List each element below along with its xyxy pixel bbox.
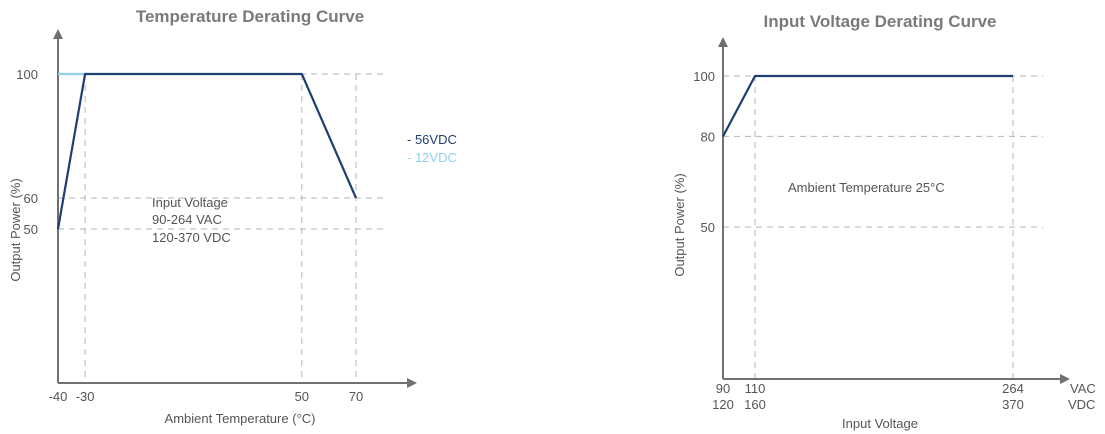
chart2-y-tick-80: 80 [701,129,715,144]
chart2-x-tick-vac-90: 90 [716,381,730,396]
temperature-derating-chart: Temperature Derating Curve -40 -30 50 70 50 6… [8,7,457,426]
chart1-x-tick--40: -40 [49,389,68,404]
chart2-x-tick-vdc-370: 370 [1002,397,1024,412]
chart2-x-axis-label: Input Voltage [842,416,918,431]
chart1-grid [58,73,388,383]
chart1-series-56vdc [56,72,358,230]
chart1-axes [53,29,417,388]
chart1-title: Temperature Derating Curve [136,7,364,26]
chart1-x-axis-label: Ambient Temperature (°C) [165,411,316,426]
chart2-x-unit-vac: VAC [1070,381,1096,396]
chart2-x-tick-vac-110: 110 [745,381,766,396]
chart2-y-axis-label: Output Power (%) [672,173,687,276]
chart2-x-tick-vac-264: 264 [1002,381,1024,396]
chart2-annotation: Ambient Temperature 25°C [788,180,945,195]
chart1-x-tick-50: 50 [295,389,309,404]
chart1-series [56,72,358,230]
chart2-grid [723,75,1043,379]
chart2-y-tick-50: 50 [701,220,715,235]
chart1-x-tick-70: 70 [349,389,363,404]
chart2-y-tick-100: 100 [693,69,715,84]
chart1-y-tick-50: 50 [24,222,38,237]
chart2-title: Input Voltage Derating Curve [764,12,997,31]
chart2-axes [718,37,1070,384]
chart1-y-tick-100: 100 [16,67,38,82]
chart2-x-unit-vdc: VDC [1068,397,1095,412]
legend-entry-12vdc: - 12VDC [407,150,457,165]
chart1-y-tick-60: 60 [24,191,38,206]
chart1-annotation-line3: 120-370 VDC [152,230,231,245]
chart1-annotation-line1: Input Voltage [152,195,228,210]
chart2-series-line [722,74,1013,137]
chart1-annotation-line2: 90-264 VAC [152,212,222,227]
chart1-x-tick--30: -30 [76,389,95,404]
legend-entry-56vdc: - 56VDC [407,132,457,147]
chart2-x-tick-vdc-120: 120 [712,397,734,412]
chart1-ticks: -40 -30 50 70 50 60 100 [16,67,363,404]
chart2-x-tick-vdc-160: 160 [744,397,766,412]
chart1-y-axis-label: Output Power (%) [8,178,23,281]
chart2-series [722,74,1013,137]
